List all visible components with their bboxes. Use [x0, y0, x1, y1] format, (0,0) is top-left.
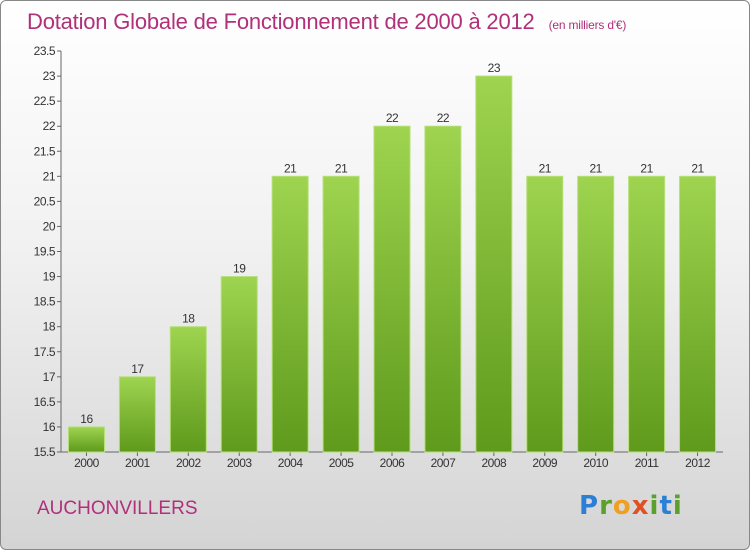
x-tick-label: 2006 — [380, 456, 406, 470]
logo-letter: o — [612, 491, 632, 521]
y-tick-label: 15.5 — [34, 445, 56, 459]
data-label: 16 — [80, 412, 93, 426]
y-tick-label: 17 — [43, 370, 56, 384]
logo-letter: t — [659, 491, 673, 521]
bar — [577, 175, 615, 453]
x-tick-label: 2005 — [329, 456, 355, 470]
y-tick-label: 22 — [43, 119, 56, 133]
logo-letter: r — [599, 491, 613, 521]
y-tick-label: 19.5 — [34, 245, 56, 259]
y-tick-label: 19 — [43, 270, 56, 284]
y-tick-label: 21 — [43, 169, 56, 183]
y-tick-label: 18.5 — [34, 295, 56, 309]
proxiti-logo: Proxiti — [579, 491, 683, 521]
bar — [679, 175, 717, 453]
bar — [424, 125, 462, 453]
bar — [322, 175, 360, 453]
y-tick-label: 22.5 — [34, 94, 56, 108]
y-tick-label: 21.5 — [34, 144, 56, 158]
x-tick-label: 2004 — [278, 456, 304, 470]
y-tick-label: 16.5 — [34, 395, 56, 409]
bar — [169, 326, 207, 453]
bar — [373, 125, 411, 453]
x-tick-label: 2003 — [227, 456, 253, 470]
data-label: 21 — [590, 161, 603, 175]
bar — [220, 276, 258, 453]
y-tick-label: 23 — [43, 69, 56, 83]
chart-title-text: Dotation Globale de Fonctionnement de 20… — [27, 9, 535, 34]
y-tick-label: 18 — [43, 320, 56, 334]
chart-title: Dotation Globale de Fonctionnement de 20… — [27, 9, 626, 35]
data-label: 21 — [640, 161, 653, 175]
data-label: 21 — [691, 161, 704, 175]
bar — [118, 376, 156, 453]
y-tick-label: 20.5 — [34, 194, 56, 208]
data-label: 23 — [488, 61, 501, 75]
bar — [67, 426, 105, 453]
y-tick-label: 23.5 — [34, 44, 56, 58]
y-tick-label: 17.5 — [34, 345, 56, 359]
data-label: 17 — [131, 362, 144, 376]
x-tick-label: 2009 — [532, 456, 558, 470]
bar — [475, 75, 513, 453]
bar — [271, 175, 309, 453]
data-label: 21 — [539, 161, 552, 175]
logo-letter: i — [649, 491, 660, 521]
logo-letter: P — [579, 491, 600, 521]
x-tick-label: 2007 — [431, 456, 457, 470]
x-tick-label: 2010 — [583, 456, 609, 470]
data-label: 22 — [437, 111, 450, 125]
chart-unit: (en milliers d'€) — [548, 18, 627, 32]
x-tick-label: 2008 — [481, 456, 507, 470]
bar — [526, 175, 564, 453]
x-tick-label: 2012 — [685, 456, 711, 470]
logo-letter: x — [631, 491, 650, 521]
place-name: AUCHONVILLERS — [37, 498, 198, 519]
x-tick-label: 2000 — [74, 456, 100, 470]
y-tick-label: 16 — [43, 420, 56, 434]
x-tick-label: 2011 — [635, 456, 660, 470]
x-tick-label: 2001 — [125, 456, 151, 470]
data-label: 22 — [386, 111, 399, 125]
x-tick-label: 2002 — [176, 456, 202, 470]
data-label: 18 — [182, 312, 195, 326]
data-label: 21 — [284, 161, 297, 175]
bar — [628, 175, 666, 453]
logo-letter: i — [672, 491, 683, 521]
data-label: 21 — [335, 161, 348, 175]
y-tick-label: 20 — [43, 219, 56, 233]
data-label: 19 — [233, 262, 246, 276]
